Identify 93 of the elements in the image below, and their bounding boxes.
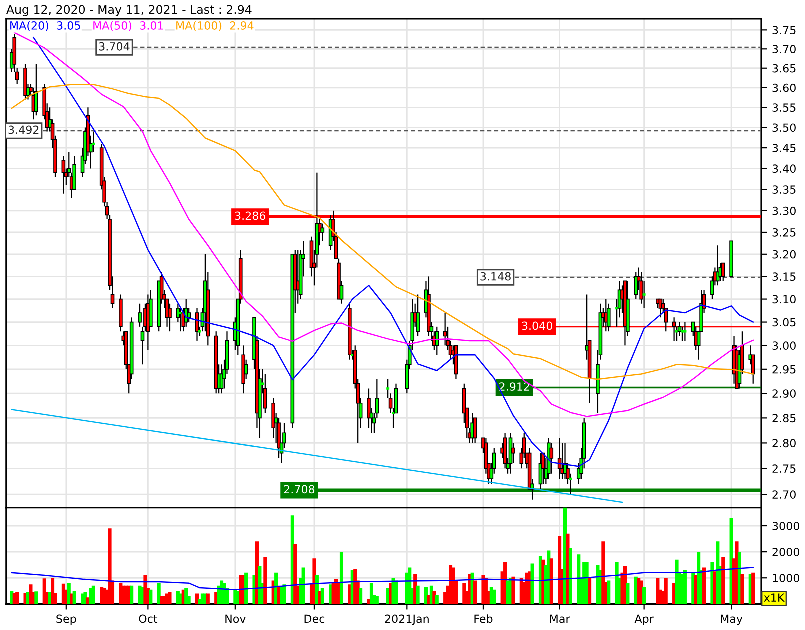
bar — [375, 596, 379, 604]
bar — [558, 536, 562, 604]
bar — [92, 586, 96, 604]
y-tick-label: 3.75 — [772, 26, 796, 35]
y-tick-label: 2.90 — [772, 390, 796, 398]
ref-line-label: 3.148 — [480, 272, 511, 281]
bar — [359, 588, 363, 604]
y-tick-label: 3.55 — [772, 104, 796, 112]
x-tick-label: Feb — [474, 614, 493, 624]
bar — [340, 552, 344, 604]
y-tick-label: 3.40 — [772, 164, 796, 174]
bar — [416, 586, 420, 604]
y-tick-label: 2.85 — [772, 414, 796, 423]
y-tick-label: 3.05 — [772, 318, 796, 327]
bar — [184, 588, 188, 604]
x-tick-label: 2021Jan — [385, 614, 429, 626]
bar — [492, 590, 496, 604]
bar — [72, 591, 76, 604]
bar — [168, 592, 172, 604]
y-tick-label: 3.50 — [772, 124, 796, 132]
y-tick-label: 2.95 — [772, 365, 796, 374]
bar — [294, 544, 298, 604]
candlestick — [443, 312, 448, 346]
bar — [626, 583, 630, 604]
candlestick — [550, 442, 554, 474]
candlestick — [678, 322, 682, 337]
text: MA(50) 3.01 — [94, 21, 164, 32]
y-tick-label: 3.45 — [772, 144, 796, 152]
y-tick-label: 3.35 — [772, 186, 796, 194]
bar — [568, 548, 572, 604]
bar — [740, 574, 744, 604]
ref-line-label: 3.704 — [99, 42, 130, 51]
x-tick-label: Mar — [550, 614, 570, 624]
y-tick-label: 1000 — [773, 574, 800, 582]
series-label: MA(20) 3.05 — [10, 21, 80, 32]
candlestick — [168, 303, 172, 332]
ref-line-label: 3.040 — [522, 322, 552, 330]
bar — [683, 570, 687, 604]
ref-line-label: 2.912 — [500, 382, 530, 391]
bar — [752, 572, 756, 604]
x-tick-label: Apr — [634, 614, 654, 626]
ref-line-label: 3.286 — [235, 212, 266, 220]
y-tick-label: 2.80 — [772, 439, 796, 448]
candlestick — [320, 223, 325, 242]
ref-line-label: 3.492 — [8, 126, 39, 134]
ref-line-label: 2.708 — [284, 485, 315, 494]
candlestick — [606, 303, 611, 332]
y-tick-label: 3000 — [772, 522, 800, 530]
x-tick-label: May — [721, 614, 743, 626]
bar — [320, 588, 324, 604]
bar — [530, 564, 534, 604]
bar — [282, 584, 286, 604]
bar — [130, 586, 134, 604]
bar — [588, 578, 592, 604]
text: x1K — [764, 594, 785, 602]
bar — [702, 568, 706, 604]
y-tick-label: 3.65 — [772, 64, 796, 73]
bar — [664, 578, 668, 604]
bar — [264, 557, 268, 604]
x-tick-label: Sep — [56, 614, 76, 626]
y-tick-label: 3.30 — [772, 206, 796, 216]
bar — [722, 557, 726, 604]
text: MA(100) 2.94 — [176, 21, 254, 32]
bar — [642, 587, 646, 604]
bar — [302, 568, 306, 604]
y-tick-label: 3.15 — [772, 272, 796, 282]
bar — [244, 572, 248, 604]
y-tick-label: 3.25 — [772, 228, 796, 237]
y-tick-label: 2.70 — [772, 490, 796, 500]
candlestick — [187, 308, 191, 323]
bar — [206, 594, 210, 604]
y-tick-label: 3.00 — [772, 342, 796, 350]
y-tick-label: 3.20 — [772, 250, 796, 259]
y-tick-label: 2000 — [772, 548, 800, 556]
bar — [16, 592, 20, 604]
y-tick-label: 3.10 — [772, 295, 796, 304]
bar — [435, 595, 439, 604]
bar — [34, 592, 38, 604]
bar — [149, 590, 153, 604]
y-tick-label: 3.60 — [772, 84, 796, 92]
candlestick — [367, 388, 371, 429]
bar — [394, 580, 398, 604]
x-tick-label: Oct — [139, 614, 158, 624]
x-tick-label: Nov — [226, 614, 246, 624]
bar — [550, 558, 554, 604]
line-series — [11, 567, 754, 590]
bar — [474, 580, 478, 604]
x-tick-label: Dec — [304, 614, 325, 624]
chart-title: Aug 12, 2020 - May 11, 2021 - Last : 2.94 — [6, 5, 252, 16]
y-tick-label: 2.75 — [772, 464, 796, 474]
bar — [607, 580, 611, 604]
y-tick-label: 3.70 — [772, 45, 796, 54]
bar — [512, 576, 516, 604]
